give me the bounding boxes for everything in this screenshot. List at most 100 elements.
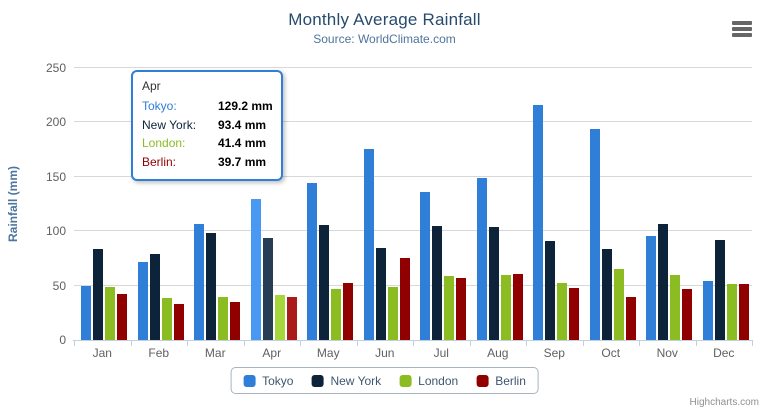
legend-swatch	[311, 374, 324, 387]
bar-berlin-sep[interactable]	[569, 288, 580, 340]
x-axis-tick	[413, 341, 414, 346]
bar-london-may[interactable]	[331, 289, 342, 340]
legend-label: New York	[330, 373, 382, 388]
bar-new-york-feb[interactable]	[149, 254, 160, 340]
bar-new-york-oct[interactable]	[601, 249, 612, 340]
bar-berlin-aug[interactable]	[512, 274, 523, 340]
bar-london-dec[interactable]	[726, 284, 737, 340]
x-axis-tick	[300, 341, 301, 346]
tooltip-series-value: 39.7 mm	[218, 154, 267, 169]
gridline-100	[74, 230, 752, 232]
bar-tokyo-mar[interactable]	[194, 224, 205, 340]
x-axis-label-jan: Jan	[92, 346, 112, 360]
bar-tokyo-apr[interactable]	[250, 199, 261, 340]
x-axis-tick	[695, 341, 697, 346]
hamburger-bar	[732, 27, 752, 31]
bar-new-york-jul[interactable]	[432, 226, 443, 340]
bar-new-york-aug[interactable]	[488, 227, 499, 340]
bar-london-jan[interactable]	[105, 287, 116, 340]
hamburger-bar	[732, 21, 752, 25]
tooltip-series-name: Berlin:	[142, 154, 177, 169]
bar-tokyo-nov[interactable]	[646, 236, 657, 340]
bar-berlin-jun[interactable]	[399, 258, 410, 340]
legend-item-berlin[interactable]: Berlin	[476, 374, 526, 388]
bar-new-york-mar[interactable]	[206, 233, 217, 340]
bar-tokyo-jul[interactable]	[420, 192, 431, 340]
tooltip-series-value: 93.4 mm	[218, 117, 267, 132]
bar-london-aug[interactable]	[500, 275, 511, 340]
bar-tokyo-sep[interactable]	[533, 105, 544, 340]
bar-new-york-sep[interactable]	[545, 241, 556, 340]
x-axis-tick	[74, 341, 75, 346]
bar-berlin-mar[interactable]	[230, 302, 241, 340]
bar-tokyo-feb[interactable]	[137, 262, 148, 340]
bar-london-feb[interactable]	[161, 298, 172, 340]
x-axis-label-feb: Feb	[148, 346, 170, 360]
bar-berlin-dec[interactable]	[738, 284, 749, 340]
legend-swatch	[399, 374, 412, 387]
x-axis-label-nov: Nov	[656, 346, 678, 360]
tooltip-row: Berlin: 39.7 mm	[142, 153, 272, 172]
tooltip-series-value: 41.4 mm	[218, 136, 267, 150]
bar-berlin-feb[interactable]	[173, 304, 184, 340]
bar-tokyo-jan[interactable]	[81, 286, 92, 340]
bar-berlin-oct[interactable]	[625, 297, 636, 340]
tooltip-series-name: New York:	[142, 117, 197, 132]
x-axis-label-mar: Mar	[204, 346, 226, 360]
chart-title: Monthly Average Rainfall	[288, 10, 481, 29]
x-axis-label-aug: Aug	[487, 346, 509, 360]
x-axis-tick	[526, 341, 527, 346]
bar-tokyo-jun[interactable]	[363, 149, 374, 340]
bar-london-nov[interactable]	[670, 275, 681, 340]
x-axis-tick	[187, 341, 188, 346]
y-axis-label-200: 200	[45, 115, 66, 130]
legend-item-new-york[interactable]: New York	[311, 374, 381, 388]
bar-tokyo-oct[interactable]	[589, 129, 600, 340]
x-axis-label-dec: Dec	[713, 346, 735, 360]
export-menu-icon[interactable]	[732, 21, 752, 37]
bar-tokyo-may[interactable]	[307, 183, 318, 340]
legend: Tokyo New York London Berlin	[230, 367, 539, 394]
tooltip-series-value: 129.2 mm	[218, 99, 273, 113]
credits-link[interactable]: Highcharts.com	[689, 397, 759, 408]
x-axis-tick	[356, 341, 358, 346]
legend-item-tokyo[interactable]: Tokyo	[243, 374, 293, 388]
bar-new-york-nov[interactable]	[658, 224, 669, 340]
bar-london-sep[interactable]	[557, 283, 568, 340]
gridline-150	[74, 175, 752, 177]
bar-london-mar[interactable]	[218, 297, 229, 340]
tooltip-row: Tokyo: 129.2 mm	[142, 97, 273, 116]
x-axis-tick	[639, 341, 640, 346]
x-axis-tick	[243, 341, 245, 346]
bar-london-jul[interactable]	[444, 276, 455, 340]
bar-new-york-jun[interactable]	[375, 248, 386, 340]
y-axis-label-50: 50	[52, 278, 66, 293]
bar-new-york-dec[interactable]	[714, 240, 725, 340]
legend-label: Tokyo	[262, 373, 294, 388]
bar-london-apr[interactable]	[274, 295, 285, 340]
x-axis-label-oct: Oct	[601, 346, 621, 360]
bar-berlin-nov[interactable]	[682, 289, 693, 340]
x-axis-label-sep: Sep	[543, 346, 565, 360]
bar-berlin-apr[interactable]	[286, 297, 297, 340]
x-axis-tick	[752, 341, 753, 346]
bar-new-york-jan[interactable]	[93, 249, 104, 340]
tooltip-header: Apr	[142, 79, 161, 93]
bar-berlin-may[interactable]	[343, 283, 354, 340]
bar-new-york-may[interactable]	[319, 225, 330, 340]
bar-tokyo-aug[interactable]	[476, 178, 487, 340]
bar-tokyo-dec[interactable]	[702, 281, 713, 340]
bar-berlin-jan[interactable]	[117, 294, 128, 340]
bar-london-jun[interactable]	[387, 287, 398, 340]
tooltip: Apr Tokyo: 129.2 mm New York: 93.4 mm London…	[131, 70, 283, 181]
gridline-250	[74, 67, 752, 68]
bar-london-oct[interactable]	[613, 269, 624, 340]
tooltip-series-name: Tokyo:	[142, 99, 177, 113]
legend-label: London	[418, 373, 459, 388]
bar-berlin-jul[interactable]	[456, 278, 467, 340]
legend-item-london[interactable]: London	[399, 374, 458, 388]
x-axis-tick	[582, 341, 584, 346]
y-axis-label-150: 150	[45, 169, 66, 184]
x-axis-label-jun: Jun	[375, 346, 395, 360]
bar-new-york-apr[interactable]	[262, 238, 273, 340]
